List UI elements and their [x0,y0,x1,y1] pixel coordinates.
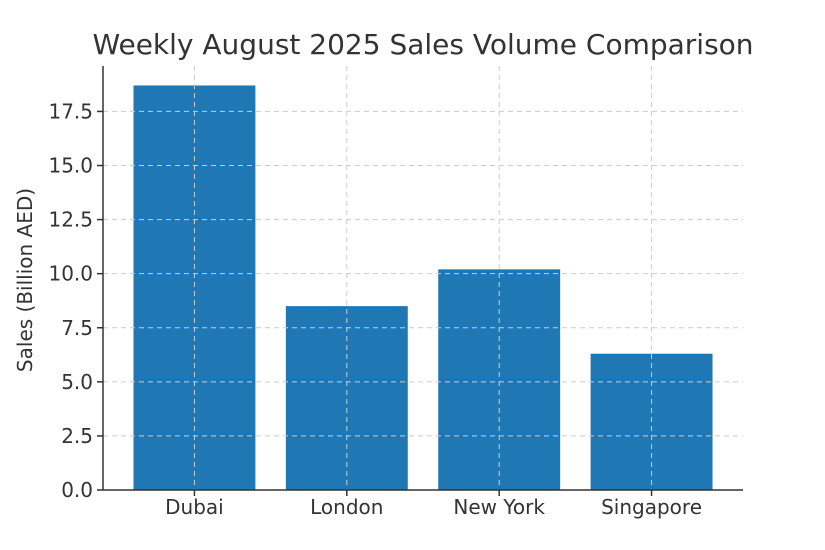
x-tick-label: Singapore [601,495,702,519]
y-axis-ticks: 0.0 2.5 5.0 7.5 10.0 12.5 15.0 17.5 [48,99,103,502]
y-tick-label: 12.5 [48,208,93,232]
y-axis-label: Sales (Billion AED) [13,188,37,372]
chart-title: Weekly August 2025 Sales Volume Comparis… [92,28,753,61]
x-tick-label: London [310,495,383,519]
bar-dubai [133,85,256,490]
y-tick-label: 2.5 [61,424,93,448]
x-tick-label: New York [453,495,545,519]
x-tick-label: Dubai [165,495,224,519]
y-tick-label: 15.0 [48,154,93,178]
y-tick-label: 17.5 [48,99,93,123]
x-axis-ticks: Dubai London New York Singapore [165,490,702,519]
x-grid-lines [193,66,653,490]
y-tick-label: 7.5 [61,316,93,340]
bars [133,85,713,490]
y-tick-label: 0.0 [61,478,93,502]
y-tick-label: 5.0 [61,370,93,394]
y-tick-label: 10.0 [48,262,93,286]
